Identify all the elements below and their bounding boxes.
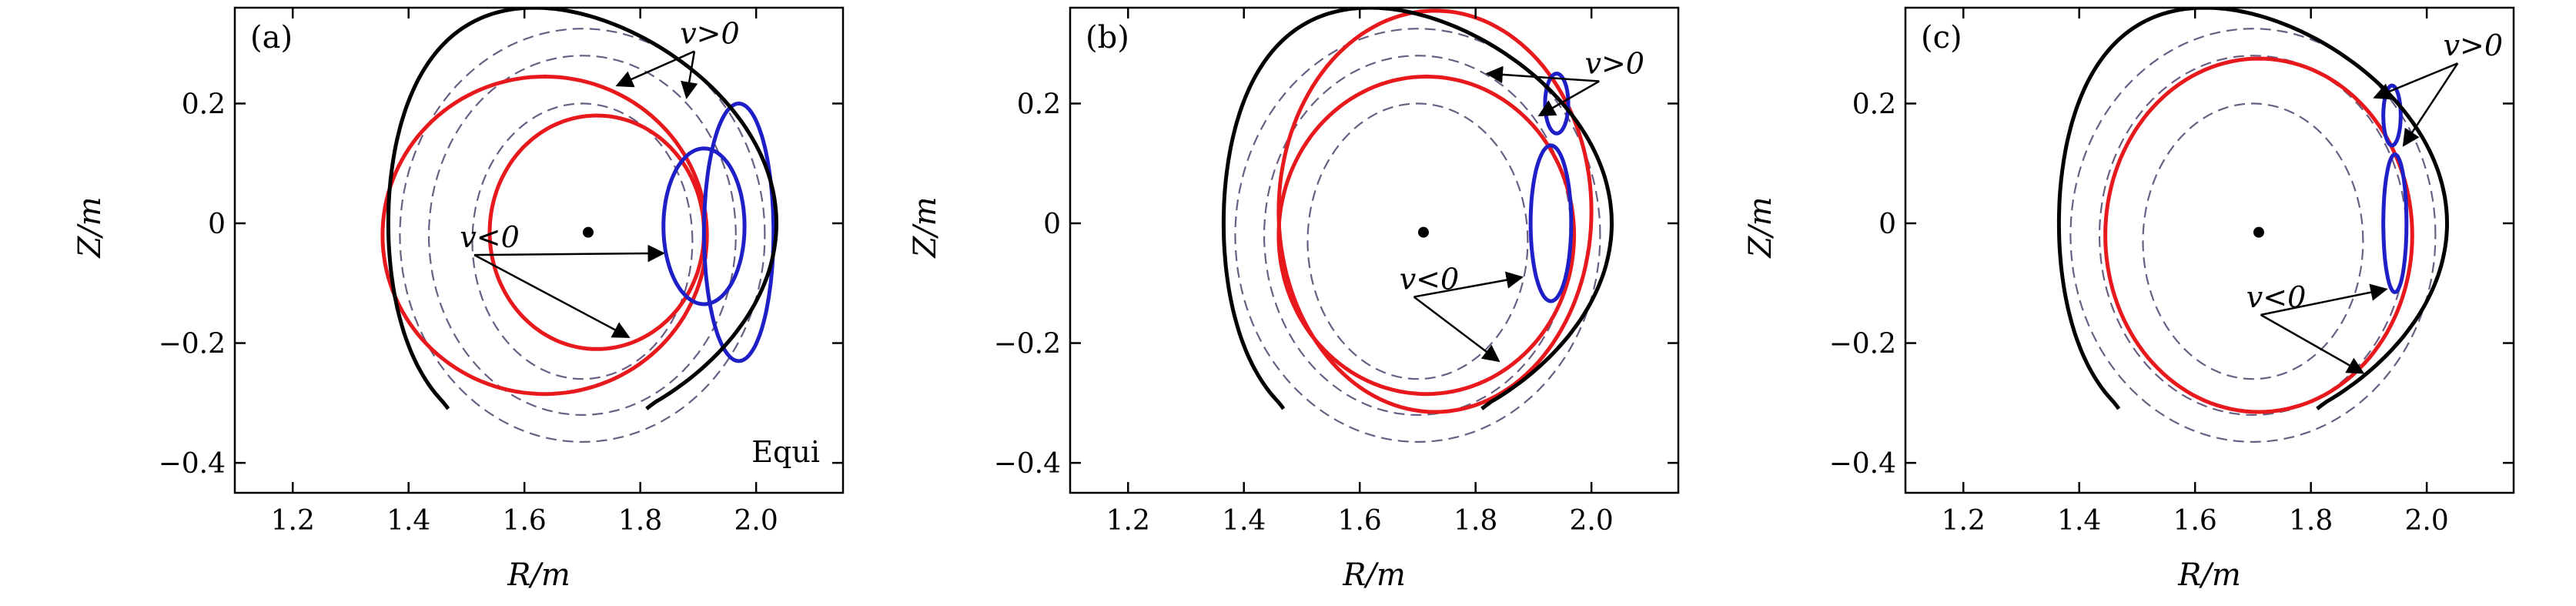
x-tick-label: 2.0: [2405, 505, 2449, 537]
blue-contour: [701, 101, 776, 363]
x-axis-label: R/m: [1342, 557, 1406, 593]
y-tick-label: −0.2: [1829, 329, 1896, 360]
y-axis-label: Z/m: [1743, 196, 1778, 259]
y-tick-label: 0: [1043, 209, 1061, 240]
x-tick-label: 1.6: [1338, 505, 1382, 537]
y-tick-label: 0.2: [1017, 89, 1061, 120]
flux-surface-dashed: [1263, 55, 1572, 417]
plasma-boundary: [2056, 8, 2450, 410]
annotation-arrow: [2260, 313, 2365, 374]
red-contour: [487, 113, 706, 351]
y-tick-label: 0.2: [1852, 89, 1896, 120]
annotation-arrow: [615, 50, 695, 88]
annotation-arrow: [681, 51, 698, 99]
x-tick-label: 1.6: [503, 505, 547, 537]
flux-surface-dashed: [1306, 102, 1529, 380]
x-tick-label: 1.2: [1942, 505, 1986, 537]
y-tick-label: −0.2: [159, 329, 226, 360]
blue-contour: [1528, 143, 1574, 303]
plot-frame: [1904, 6, 2515, 494]
x-tick-label: 1.4: [2057, 505, 2101, 537]
x-tick-label: 1.6: [2173, 505, 2217, 537]
annotation-label: v<0: [460, 220, 519, 254]
flux-surface-dashed: [427, 55, 737, 417]
panel-a: v>0 v<0 1.2 1.4 1.6 1.8 2.0 0.2 0 −0.2 −0.4 R/m Z/m (…: [72, 6, 845, 593]
flux-surface-dashed: [471, 102, 694, 380]
annotation-arrow: [1413, 296, 1500, 363]
flux-surface-dashed: [399, 28, 766, 444]
plasma-boundary: [386, 8, 779, 410]
magnetic-axis: [1417, 226, 1429, 238]
flux-surface-dashed: [2142, 102, 2364, 380]
annotation-arrow: [473, 254, 631, 338]
annotation-arrow: [474, 244, 666, 263]
panel-label: (a): [250, 20, 293, 55]
x-tick-label: 1.4: [1222, 505, 1266, 537]
x-tick-label: 1.8: [1454, 505, 1497, 537]
annotation-arrow: [2260, 283, 2388, 316]
x-tick-label: 1.4: [386, 505, 430, 537]
y-tick-label: 0: [208, 209, 226, 240]
annotation-label: v<0: [2246, 280, 2306, 314]
plot-frame: [1069, 6, 1680, 494]
blue-contour: [661, 146, 747, 306]
annotation-label: v>0: [1584, 47, 1644, 81]
y-tick-label: −0.4: [1829, 448, 1896, 480]
x-tick-label: 1.8: [618, 505, 662, 537]
annotation-label: v>0: [680, 17, 739, 51]
y-tick-label: −0.4: [994, 448, 1061, 480]
plot-area: v>0 v<0: [1221, 8, 1644, 444]
y-tick-label: 0.2: [182, 89, 226, 120]
annotation-arrow: [1413, 271, 1524, 298]
annotation-arrow: [2373, 62, 2458, 100]
flux-surface-dashed: [2069, 28, 2437, 444]
annotation-label: v>0: [2444, 28, 2503, 62]
x-tick-label: 2.0: [734, 505, 778, 537]
panel-b: v>0 v<0 1.2 1.4 1.6 1.8 2.0 0.2 0 −0.2 −0.4 R/m Z/m (…: [908, 6, 1680, 593]
x-tick-label: 1.2: [271, 505, 315, 537]
plot-area: v>0 v<0: [2056, 8, 2503, 444]
y-tick-label: −0.2: [994, 329, 1061, 360]
flux-surface-dashed: [2098, 55, 2407, 417]
plasma-boundary: [1221, 8, 1614, 410]
x-axis-label: R/m: [507, 557, 570, 593]
red-contour: [1276, 8, 1594, 414]
x-tick-label: 1.8: [2289, 505, 2333, 537]
magnetic-axis: [582, 226, 594, 238]
x-tick-label: 1.2: [1106, 505, 1150, 537]
y-tick-label: −0.4: [159, 448, 226, 480]
y-tick-label: 0: [1878, 209, 1896, 240]
corner-label: Equi: [751, 435, 820, 469]
red-contour: [2103, 56, 2414, 414]
plot-frame: [233, 6, 845, 494]
panel-c: v>0 v<0 1.2 1.4 1.6 1.8 2.0 0.2 0 −0.2 −0.4 R/m Z/m (…: [1743, 6, 2515, 593]
panel-label: (c): [1921, 20, 1962, 55]
panel-label: (b): [1086, 20, 1129, 55]
annotation-arrow: [1537, 80, 1600, 117]
annotation-arrow: [1485, 65, 1600, 84]
plot-area: v>0 v<0: [380, 8, 779, 444]
y-axis-label: Z/m: [72, 196, 108, 259]
annotation-arrow: [2402, 62, 2459, 147]
magnetic-axis: [2253, 226, 2264, 238]
red-contour: [380, 74, 709, 397]
y-axis-label: Z/m: [908, 196, 943, 259]
annotation-label: v<0: [1400, 263, 1459, 296]
blue-contour: [2381, 152, 2409, 294]
x-tick-label: 2.0: [1570, 505, 1614, 537]
x-axis-label: R/m: [2177, 557, 2241, 593]
